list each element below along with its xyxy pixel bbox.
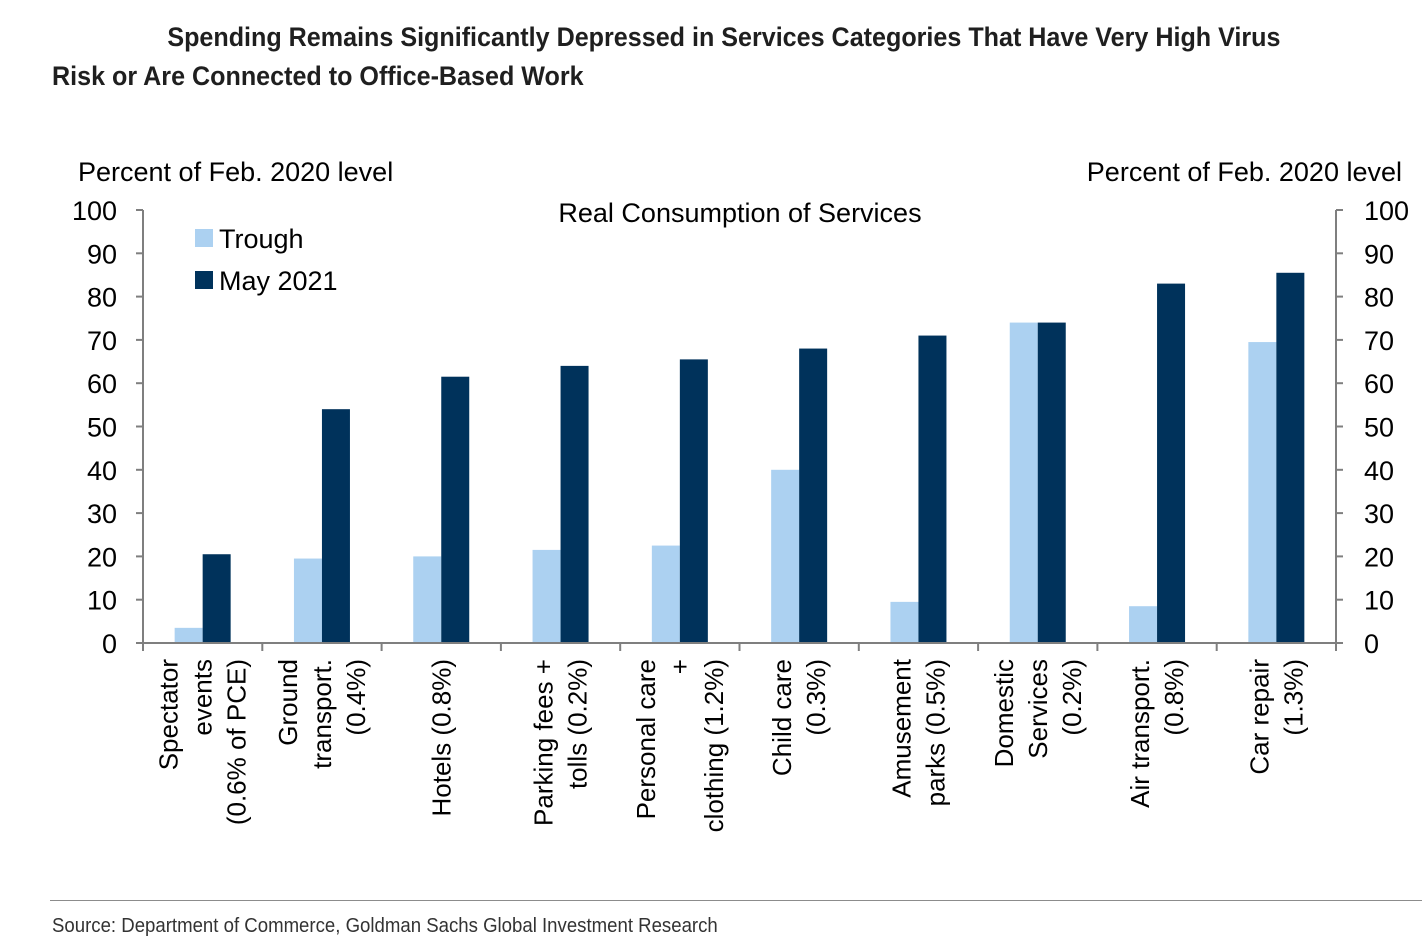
legend-label-may-2021: May 2021 [219,266,338,296]
bar-trough-1 [293,558,322,643]
x-tick-label-4: Personal care + clothing (1.2%) [631,659,729,832]
bar-trough-9 [1248,342,1277,643]
x-tick-label-line: parks (0.5%) [920,659,950,806]
x-tick-label-line: Ground [273,659,303,746]
x-tick-label-3: Parking fees + tolls (0.2%) [529,659,593,826]
x-tick-label-7: Domestic Services (0.2%) [989,659,1087,767]
x-tick-label-line: Child care [767,659,797,776]
bar-may-2021-7 [1037,322,1066,643]
bar-may-2021-2 [441,376,470,643]
bar-trough-2 [413,556,442,643]
y-tick-label-right: 40 [1364,456,1394,486]
y-tick-label-right: 30 [1364,499,1394,529]
y-tick-label-right: 80 [1364,283,1394,313]
legend-label-trough: Trough [219,224,304,254]
bar-may-2021-3 [560,365,589,643]
bar-trough-5 [771,469,800,643]
x-tick-label-line: Air transport. [1125,659,1155,808]
y-tick-label-left: 10 [87,586,117,616]
x-tick-label-line: Hotels (0.8%) [426,659,456,817]
y-tick-label-right: 0 [1364,629,1379,659]
x-tick-label-9: Car repair (1.3%) [1244,659,1308,775]
legend-swatch-may-2021 [195,271,213,289]
x-tick-label-2: Hotels (0.8%) [426,659,456,817]
x-tick-label-line: Services [1023,659,1053,759]
y-tick-label-left: 60 [87,369,117,399]
x-tick-label-line: Spectator [154,659,184,771]
y-axis-label-left: Percent of Feb. 2020 level [78,157,393,187]
y-tick-label-right: 20 [1364,542,1394,572]
y-tick-label-right: 60 [1364,369,1394,399]
x-tick-label-line: + [665,659,695,674]
x-tick-label-line: events [188,659,218,736]
x-tick-label-line: (0.4%) [341,659,371,736]
y-tick-label-left: 80 [87,283,117,313]
bar-trough-0 [174,627,203,643]
x-tick-label-line: Domestic [989,659,1019,767]
x-tick-label-8: Air transport. (0.8%) [1125,659,1189,808]
x-tick-label-line: transport. [307,659,337,769]
y-tick-label-left: 100 [72,196,117,226]
x-tick-label-line: Car repair [1244,659,1274,775]
bar-trough-6 [890,601,919,643]
x-tick-label-5: Child care (0.3%) [767,659,831,776]
bar-may-2021-0 [202,554,231,643]
axes-group: 0 0 10 10 20 20 30 30 40 40 50 50 60 60 70 70 80 80 90 90 10… [72,196,1409,659]
bars-group [174,272,1305,643]
bar-trough-3 [532,549,561,643]
chart-title: Real Consumption of Services [558,198,921,228]
y-tick-label-right: 50 [1364,413,1394,443]
x-tick-label-line: clothing (1.2%) [699,659,729,832]
y-tick-label-left: 0 [102,629,117,659]
x-tick-label-line: Parking fees + [529,659,559,826]
y-tick-label-left: 70 [87,326,117,356]
bar-chart: Percent of Feb. 2020 level Percent of Fe… [72,157,1409,832]
x-tick-label-line: (1.3%) [1278,659,1308,736]
x-tick-label-line: (0.6% of PCE) [222,659,252,825]
y-tick-label-right: 10 [1364,586,1394,616]
legend: Trough May 2021 [195,224,338,296]
bar-may-2021-8 [1157,283,1186,643]
x-tick-label-0: Spectator events (0.6% of PCE) [154,659,252,826]
bar-trough-7 [1009,322,1038,643]
x-tick-label-line: Amusement [886,658,916,797]
x-tick-label-line: (0.2%) [1057,659,1087,736]
y-tick-label-left: 40 [87,456,117,486]
bar-may-2021-6 [918,335,947,643]
source-divider [50,900,1422,901]
y-tick-label-left: 50 [87,413,117,443]
bar-may-2021-4 [679,359,708,643]
bar-trough-8 [1129,606,1158,643]
y-tick-label-left: 90 [87,239,117,269]
y-tick-label-right: 90 [1364,239,1394,269]
x-tick-label-1: Ground transport. (0.4%) [273,659,371,769]
x-tick-labels: Spectator events (0.6% of PCE) Ground transp… [154,658,1309,832]
x-tick-label-line: (0.8%) [1159,659,1189,736]
y-axis-label-right: Percent of Feb. 2020 level [1087,157,1402,187]
bar-trough-4 [651,545,680,643]
page-title: Spending Remains Significantly Depressed… [52,22,1281,91]
y-tick-label-left: 20 [87,542,117,572]
x-tick-label-line: Personal care [631,659,661,819]
bar-may-2021-9 [1276,272,1305,643]
x-tick-label-6: Amusement parks (0.5%) [886,658,950,806]
source-note: Source: Department of Commerce, Goldman … [52,915,718,937]
x-tick-label-line: tolls (0.2%) [563,659,593,789]
legend-swatch-trough [195,229,213,247]
y-tick-label-right: 100 [1364,196,1409,226]
x-tick-label-line: (0.3%) [801,659,831,736]
y-tick-label-left: 30 [87,499,117,529]
y-tick-label-right: 70 [1364,326,1394,356]
bar-may-2021-1 [321,409,350,643]
bar-may-2021-5 [799,348,828,643]
